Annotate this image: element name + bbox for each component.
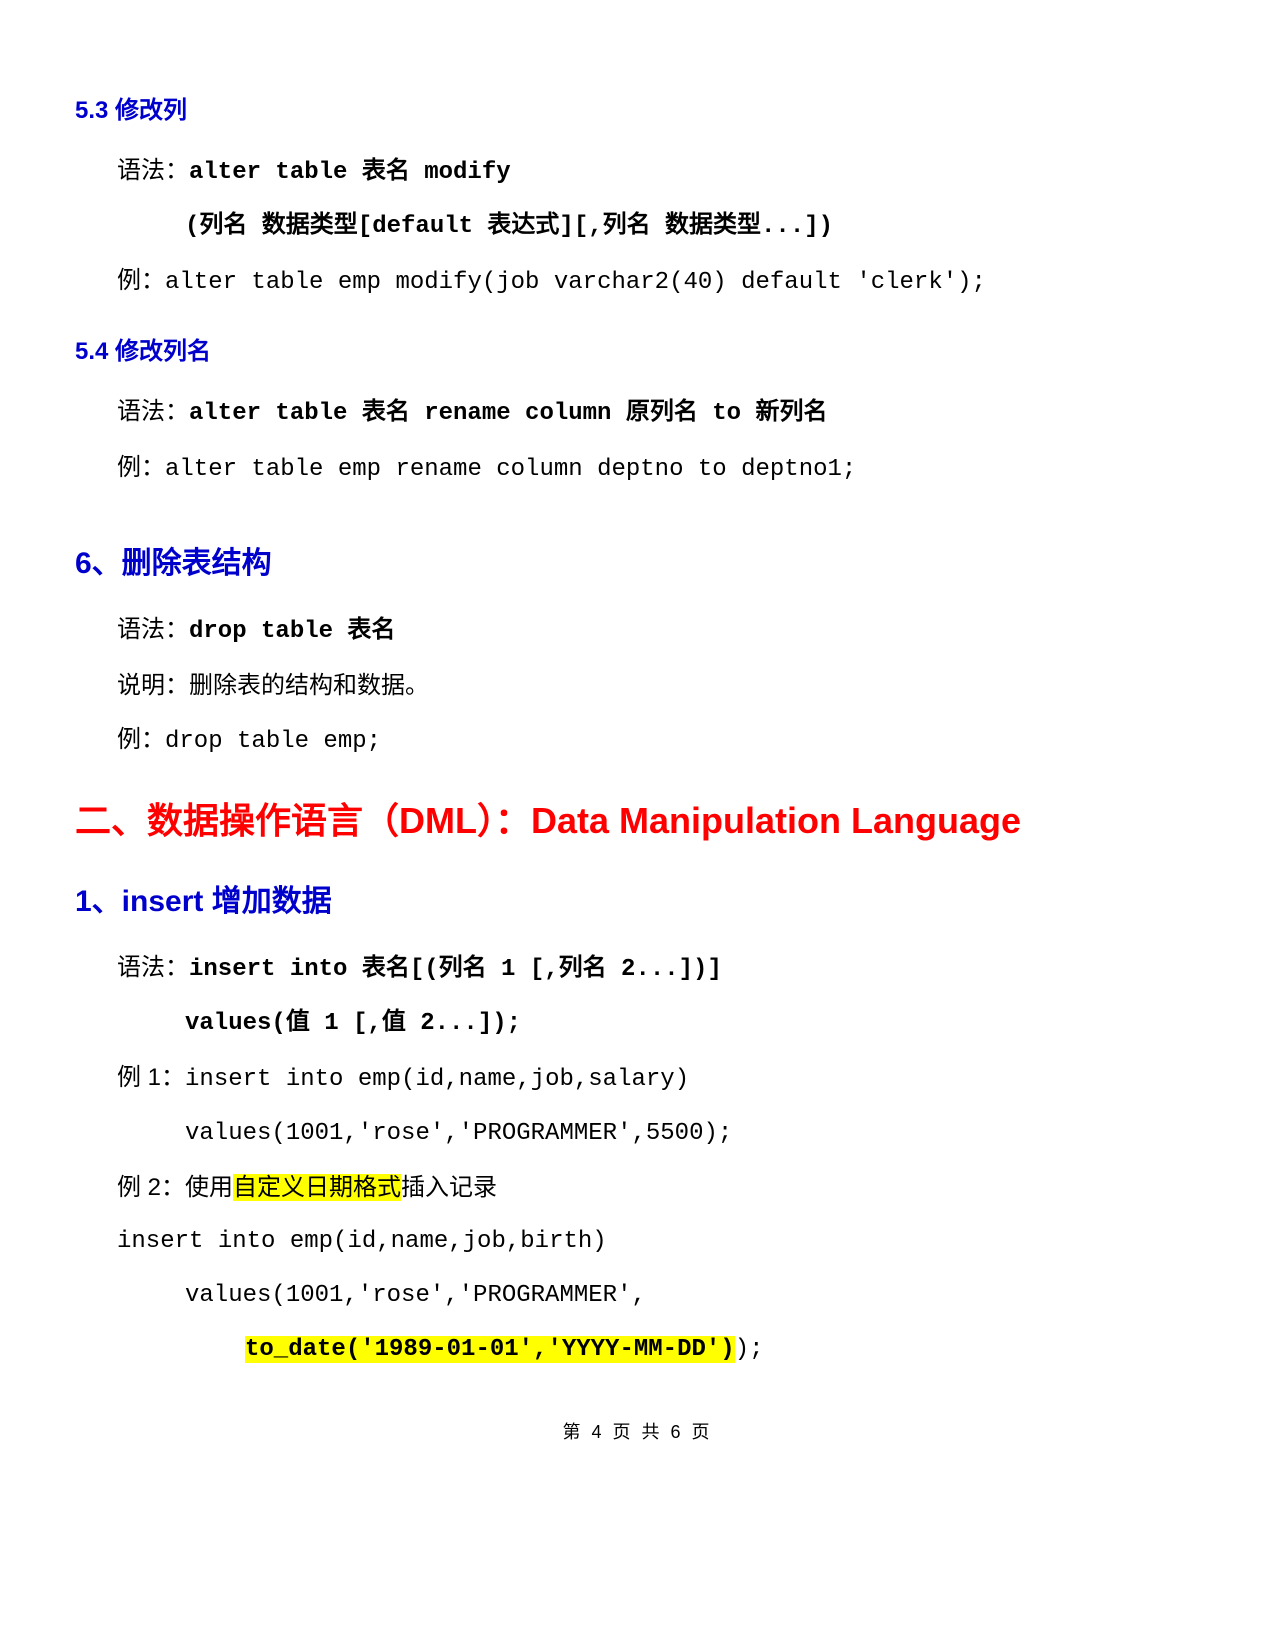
- example1-line1: 例 1：insert into emp(id,name,job,salary): [117, 1060, 1200, 1098]
- example1-line2: values(1001,'rose','PROGRAMMER',5500);: [185, 1116, 1200, 1152]
- document-page: 5.3 修改列 语法：alter table 表名 modify (列名 数据类…: [0, 0, 1275, 1484]
- example-label: 例 2：: [117, 1174, 185, 1201]
- heading-5-3: 5.3 修改列: [75, 90, 1200, 125]
- syntax-5-3-line1: 语法：alter table 表名 modify: [117, 153, 1200, 191]
- syntax-insert-line2: values(值 1 [,值 2...]);: [185, 1006, 1200, 1042]
- example-code: alter table emp rename column deptno to …: [165, 456, 856, 483]
- example-label: 例：: [117, 267, 165, 294]
- heading-6: 6、删除表结构: [75, 538, 1200, 582]
- syntax-insert-line1: 语法：insert into 表名[(列名 1 [,列名 2...])]: [117, 950, 1200, 988]
- example2-tail: );: [735, 1336, 764, 1363]
- desc-label: 说明：: [117, 672, 189, 699]
- example2-highlight: 自定义日期格式: [233, 1174, 401, 1201]
- example2-intro: 例 2：使用自定义日期格式插入记录: [117, 1170, 1200, 1206]
- desc-6: 说明：删除表的结构和数据。: [117, 668, 1200, 704]
- example-label: 例：: [117, 454, 165, 481]
- syntax-label: 语法：: [117, 398, 189, 425]
- syntax-5-4: 语法：alter table 表名 rename column 原列名 to 新…: [117, 394, 1200, 432]
- example2-prefix: 使用: [185, 1174, 233, 1201]
- desc-text: 删除表的结构和数据。: [189, 672, 429, 699]
- syntax-code: insert into 表名[(列名 1 [,列名 2...])]: [189, 956, 722, 983]
- syntax-label: 语法：: [117, 954, 189, 981]
- example-code: insert into emp(id,name,job,salary): [185, 1066, 689, 1093]
- example2-suffix: 插入记录: [401, 1174, 497, 1201]
- example2-line1: insert into emp(id,name,job,birth): [117, 1224, 1200, 1260]
- syntax-6: 语法：drop table 表名: [117, 612, 1200, 650]
- example-code: drop table emp;: [165, 728, 381, 755]
- heading-5-4: 5.4 修改列名: [75, 331, 1200, 366]
- syntax-5-3-line2: (列名 数据类型[default 表达式][,列名 数据类型...]): [185, 209, 1200, 245]
- example-code: alter table emp modify(job varchar2(40) …: [165, 269, 986, 296]
- example-6: 例：drop table emp;: [117, 722, 1200, 760]
- example-5-3: 例：alter table emp modify(job varchar2(40…: [117, 263, 1200, 301]
- syntax-label: 语法：: [117, 157, 189, 184]
- example2-line3: to_date('1989-01-01','YYYY-MM-DD'));: [245, 1332, 1200, 1368]
- example-5-4: 例：alter table emp rename column deptno t…: [117, 450, 1200, 488]
- example2-line2: values(1001,'rose','PROGRAMMER',: [185, 1278, 1200, 1314]
- heading-dml: 二、数据操作语言（DML）：Data Manipulation Language: [75, 792, 1200, 844]
- heading-1-insert: 1、insert 增加数据: [75, 876, 1200, 920]
- example2-todate-highlight: to_date('1989-01-01','YYYY-MM-DD'): [245, 1336, 735, 1363]
- syntax-code: alter table 表名 modify: [189, 159, 511, 186]
- syntax-label: 语法：: [117, 616, 189, 643]
- page-footer: 第 4 页 共 6 页: [75, 1418, 1200, 1444]
- example-label: 例：: [117, 726, 165, 753]
- example-label: 例 1：: [117, 1064, 185, 1091]
- syntax-code: drop table 表名: [189, 618, 395, 645]
- syntax-code: alter table 表名 rename column 原列名 to 新列名: [189, 400, 827, 427]
